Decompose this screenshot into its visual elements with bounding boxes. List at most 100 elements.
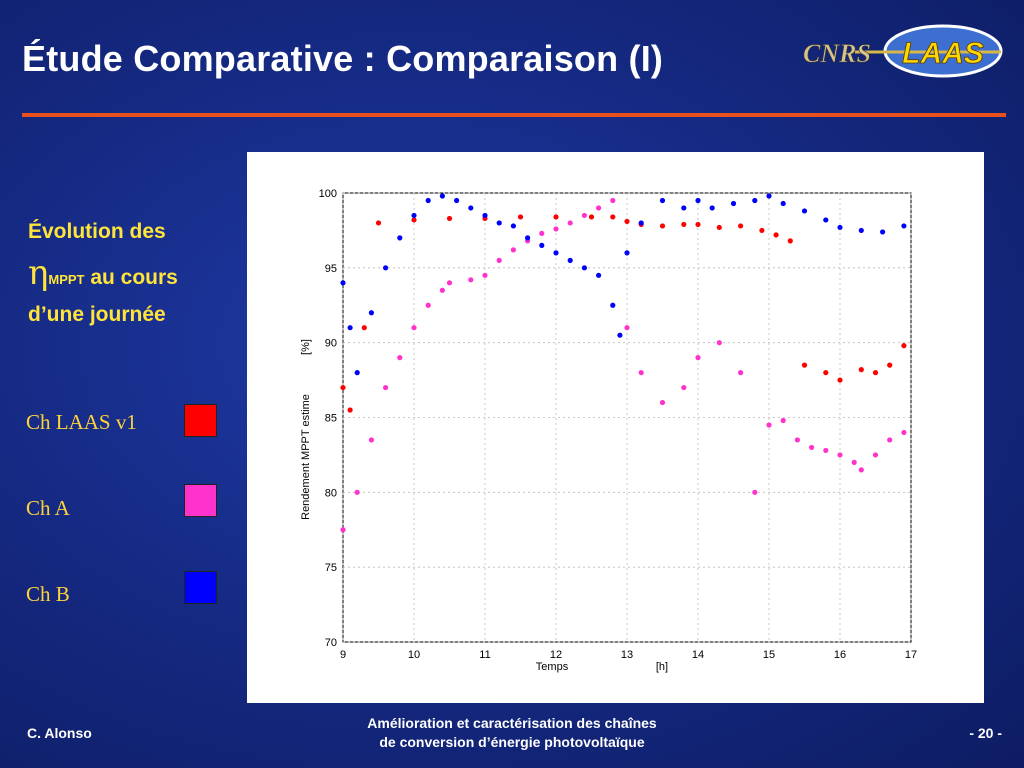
data-point-series-2 (780, 417, 786, 424)
data-point-series-3 (617, 332, 623, 338)
x-tick-label: 10 (408, 649, 420, 661)
svg-text:CNRS: CNRS (803, 39, 871, 68)
data-point-series-1 (837, 377, 843, 383)
footer-title: Amélioration et caractérisation des chaî… (300, 714, 724, 752)
data-point-series-2 (738, 370, 744, 376)
data-point-series-3 (368, 310, 374, 316)
data-point-series-2 (766, 422, 772, 428)
data-point-series-2 (872, 452, 879, 458)
data-point-series-1 (872, 370, 879, 376)
data-point-series-3 (901, 223, 907, 229)
side-heading: Évolution des ηMPPT au cours d’une journ… (28, 216, 243, 330)
data-point-series-2 (716, 340, 722, 346)
data-point-series-2 (411, 325, 417, 331)
y-tick-label: 80 (325, 487, 337, 499)
data-point-series-3 (397, 235, 403, 241)
eta-symbol: η (28, 252, 49, 293)
data-point-series-3 (837, 224, 843, 231)
data-point-series-3 (695, 197, 701, 204)
legend-label-cha: Ch A (26, 496, 70, 520)
data-point-series-1 (624, 218, 630, 225)
legend-swatch-laas (184, 404, 217, 437)
data-point-series-3 (354, 370, 360, 376)
data-point-series-2 (638, 370, 644, 376)
data-point-series-3 (801, 208, 808, 214)
data-point-series-3 (425, 197, 431, 204)
data-point-series-3 (581, 265, 587, 271)
data-point-series-1 (517, 214, 524, 220)
data-point-series-2 (851, 459, 857, 465)
data-point-series-2 (596, 205, 602, 211)
data-point-series-1 (801, 362, 808, 368)
x-tick-label: 12 (550, 649, 562, 661)
y-tick-label: 75 (325, 562, 337, 574)
data-point-series-3 (439, 193, 445, 199)
data-point-series-2 (581, 212, 587, 219)
data-point-series-1 (347, 407, 353, 413)
data-point-series-1 (361, 325, 367, 331)
data-point-series-1 (681, 221, 687, 228)
heading-line2: au cours (84, 265, 178, 289)
data-point-series-3 (858, 227, 864, 234)
data-point-series-2 (809, 444, 815, 451)
chart-panel: 9 10 11 12 13 14 15 16 17 70 75 80 85 90 95 100 Temps [h]… (247, 152, 984, 703)
data-point-series-3 (454, 197, 460, 204)
x-axis-label: Temps (536, 661, 569, 673)
svg-text:LAAS: LAAS (902, 37, 984, 70)
data-point-series-2 (887, 437, 893, 443)
data-point-series-2 (397, 355, 403, 361)
y-tick-label: 100 (319, 188, 337, 200)
data-point-series-2 (823, 447, 829, 454)
heading-line1: Évolution des (28, 220, 166, 243)
data-point-series-3 (340, 280, 346, 286)
data-point-series-3 (510, 223, 516, 229)
data-point-series-1 (858, 367, 864, 373)
data-point-series-2 (340, 527, 346, 533)
footer-page-number: - 20 - (969, 725, 1002, 741)
legend-swatch-chb (184, 571, 217, 604)
data-point-series-2 (858, 467, 864, 473)
data-point-series-3 (496, 220, 502, 226)
data-point-series-1 (411, 217, 417, 223)
legend-swatch-cha (184, 484, 217, 517)
data-point-series-3 (553, 250, 559, 256)
data-point-series-1 (738, 223, 744, 229)
data-point-series-2 (681, 384, 687, 391)
data-point-series-3 (880, 229, 886, 235)
data-point-series-1 (887, 362, 893, 368)
data-point-series-1 (588, 214, 595, 220)
data-point-series-2 (659, 399, 666, 406)
data-point-series-3 (730, 200, 737, 207)
data-point-series-3 (525, 235, 531, 241)
data-point-series-3 (482, 212, 488, 219)
data-point-series-2 (567, 220, 573, 226)
data-point-series-2 (425, 302, 431, 308)
footer-author: C. Alonso (27, 725, 92, 741)
data-point-series-3 (411, 212, 417, 219)
data-point-series-2 (610, 197, 616, 204)
y-axis-unit: [%] (300, 339, 312, 355)
data-point-series-2 (539, 230, 545, 237)
heading-line3: d’une journée (28, 302, 166, 326)
data-point-series-2 (553, 226, 559, 232)
data-point-series-1 (375, 220, 382, 226)
data-point-series-1 (901, 343, 907, 349)
data-point-series-2 (482, 272, 488, 278)
data-point-series-2 (383, 384, 389, 391)
data-point-series-3 (596, 272, 602, 278)
data-point-series-2 (837, 452, 843, 458)
data-point-series-1 (716, 224, 722, 231)
data-point-series-2 (794, 437, 801, 443)
data-point-series-1 (340, 384, 346, 391)
legend-label-laas: Ch LAAS v1 (26, 410, 137, 434)
data-point-series-3 (752, 197, 758, 204)
slide-title: Étude Comparative : Comparaison (I) (22, 38, 664, 79)
legend-label-chb: Ch B (26, 582, 70, 606)
data-point-series-1 (773, 232, 779, 238)
data-point-series-2 (901, 429, 907, 436)
data-point-series-1 (610, 214, 616, 220)
data-point-series-3 (780, 200, 786, 207)
data-point-series-3 (610, 302, 616, 308)
data-point-series-2 (624, 325, 630, 331)
x-tick-label: 16 (834, 649, 846, 661)
